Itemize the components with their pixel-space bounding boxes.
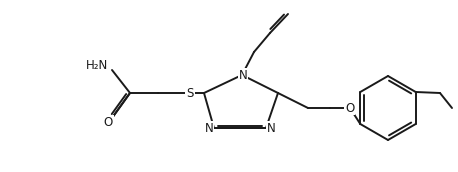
Text: N: N (267, 121, 275, 135)
Text: O: O (104, 116, 113, 128)
Text: H₂N: H₂N (86, 58, 108, 72)
Text: N: N (239, 68, 247, 82)
Text: O: O (345, 101, 354, 115)
Text: N: N (205, 121, 213, 135)
Text: S: S (186, 87, 194, 99)
